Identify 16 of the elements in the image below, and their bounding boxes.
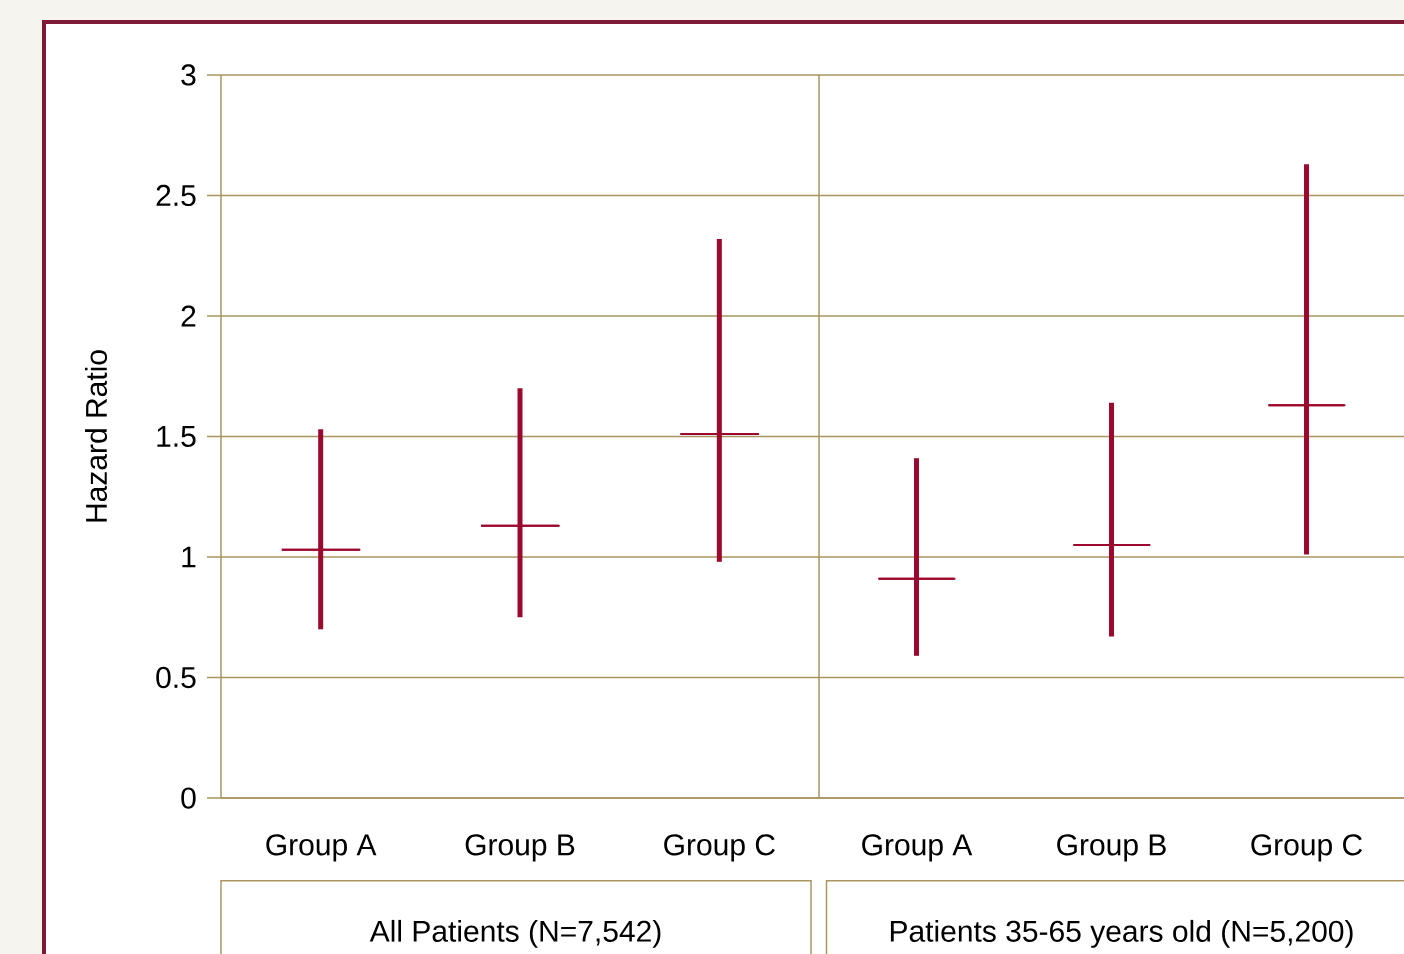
x-tick-label: Group B xyxy=(465,834,575,862)
y-tick-label: 1 xyxy=(182,546,196,568)
x-tick-label: Group C xyxy=(1251,834,1363,862)
y-tick-label: 2 xyxy=(181,305,196,327)
y-tick-label: 3 xyxy=(181,64,196,86)
y-tick-label: 0 xyxy=(181,787,196,809)
x-tick-label: Group B xyxy=(1057,834,1166,862)
x-tick-label: Group A xyxy=(862,834,973,862)
y-axis-title: Hazard Ratio xyxy=(85,350,108,522)
y-tick-label: 0.5 xyxy=(156,666,196,689)
x-axis-title: All Patients (N=7,542) xyxy=(369,919,661,948)
x-axis-title: Patients 35-65 years old (N=5,200) xyxy=(890,919,1353,948)
x-tick-label: Group C xyxy=(664,834,775,862)
x-tick-label: Group A xyxy=(266,834,377,862)
y-tick-label: 2.5 xyxy=(156,184,196,207)
y-tick-label: 1.5 xyxy=(157,426,196,447)
